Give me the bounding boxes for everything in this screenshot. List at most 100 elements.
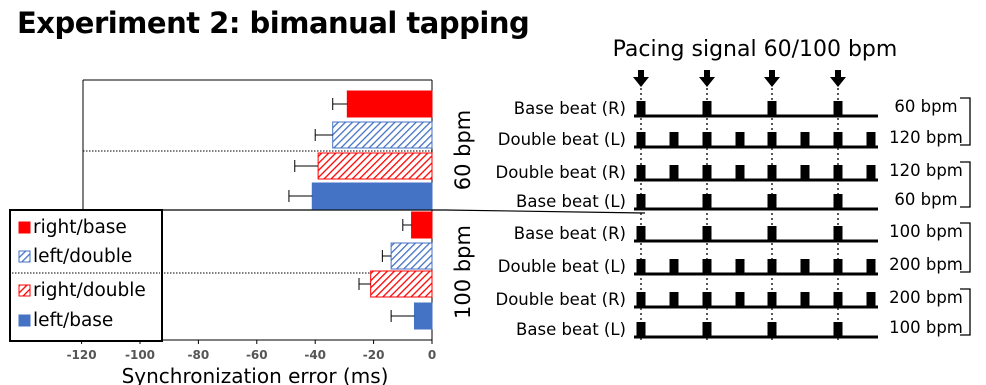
pacing-arrow-shaft	[704, 70, 710, 77]
beat-pulse	[636, 101, 646, 116]
row-rate: 60 bpm	[894, 190, 957, 209]
pacing-arrow-shaft	[835, 70, 841, 77]
beat-pulse	[767, 226, 777, 241]
bar	[411, 211, 433, 239]
beat-pulse	[833, 292, 843, 307]
row-label: Double beat (R)	[495, 163, 626, 182]
beat-pulse	[767, 259, 777, 274]
pacing-arrow-head	[830, 77, 846, 87]
beat-pulse	[767, 292, 777, 307]
beat-pulse	[636, 132, 646, 147]
beat-pulse	[702, 259, 712, 274]
beat-pulse	[636, 259, 646, 274]
beat-pulse	[636, 292, 646, 307]
beat-pulse	[767, 322, 777, 337]
beat-pulse	[866, 259, 876, 274]
bar-chart: 60 bpm 100 bpm -120 -100 -80 -60 -40 -20 0 Synchr…	[9, 79, 646, 385]
row-label: Double beat (R)	[495, 290, 626, 309]
beat-pulse	[767, 101, 777, 116]
beat-pulse	[702, 101, 712, 116]
pacing-arrow-shaft	[638, 70, 644, 77]
row-rate: 120 bpm	[889, 128, 963, 147]
row-rate: 60 bpm	[894, 97, 957, 116]
beat-pulse	[866, 292, 876, 307]
x-axis-label: Synchronization error (ms)	[122, 364, 389, 385]
beat-pulse	[702, 322, 712, 337]
row-label: Base beat (L)	[516, 192, 626, 211]
legend-swatch	[18, 314, 31, 327]
bar	[317, 152, 433, 180]
legend-swatch	[18, 250, 31, 263]
bar	[413, 302, 433, 330]
bar	[346, 90, 433, 118]
row-label: Double beat (L)	[498, 130, 626, 149]
row-rate: 100 bpm	[889, 318, 963, 337]
pacing-arrow-head	[764, 77, 780, 87]
x-tick-label: -60	[246, 348, 268, 362]
beat-pulse	[833, 259, 843, 274]
beat-pulse	[833, 226, 843, 241]
row-rate: 100 bpm	[889, 222, 963, 241]
beat-pulse	[702, 165, 712, 180]
beat-pulse	[800, 292, 810, 307]
beat-pulse	[636, 226, 646, 241]
beat-pulse	[702, 226, 712, 241]
row-rate: 120 bpm	[889, 161, 963, 180]
x-tick-label: 0	[428, 348, 436, 362]
beat-pulse	[767, 194, 777, 209]
beat-pulse	[669, 259, 679, 274]
rate-bracket	[960, 161, 971, 208]
x-tick-label: -120	[67, 348, 97, 362]
rate-bracket	[960, 97, 971, 146]
x-tick-label: -20	[363, 348, 385, 362]
rate-bracket	[960, 288, 971, 336]
beat-pulse	[636, 165, 646, 180]
legend-label: right/base	[33, 217, 127, 238]
beat-pulse	[735, 259, 745, 274]
beat-pulse	[636, 194, 646, 209]
bar	[332, 121, 433, 149]
x-tick-label: -80	[188, 348, 210, 362]
beat-pulse	[735, 292, 745, 307]
pacing-arrow-head	[699, 77, 715, 87]
rate-bracket	[960, 222, 971, 273]
beat-pulse	[833, 101, 843, 116]
beat-pulse	[669, 292, 679, 307]
row-rate: 200 bpm	[889, 255, 963, 274]
beat-pulse	[833, 165, 843, 180]
row-rate: 200 bpm	[889, 288, 963, 307]
legend-box	[9, 209, 163, 342]
beat-pulse	[800, 132, 810, 147]
beat-pulse	[702, 132, 712, 147]
beat-pulse	[833, 322, 843, 337]
beat-pulse	[702, 292, 712, 307]
beat-pulse	[702, 194, 712, 209]
row-label: Base beat (R)	[514, 99, 626, 118]
diagram-title: Pacing signal 60/100 bpm	[613, 37, 898, 62]
legend-label: left/double	[33, 246, 132, 267]
beat-pulse	[669, 165, 679, 180]
legend-swatch	[18, 284, 31, 297]
bar	[311, 182, 433, 210]
beat-pulse	[767, 165, 777, 180]
x-tick-label: -100	[125, 348, 155, 362]
beat-pulse	[800, 259, 810, 274]
bar	[390, 242, 433, 270]
row-label: Double beat (L)	[498, 257, 626, 276]
beat-pulse	[833, 132, 843, 147]
bar	[370, 270, 433, 298]
x-tick-label: -40	[304, 348, 326, 362]
group-label: 60 bpm	[451, 110, 475, 191]
legend-swatch	[18, 221, 31, 234]
panel-divider-connector	[444, 209, 646, 214]
pacing-arrow-shaft	[769, 70, 775, 77]
beat-pulse	[735, 132, 745, 147]
row-label: Base beat (R)	[514, 224, 626, 243]
beat-pulse	[866, 165, 876, 180]
figure-title: Experiment 2: bimanual tapping	[17, 6, 530, 40]
beat-pulse	[800, 165, 810, 180]
pacing-arrow-head	[633, 77, 649, 87]
group-label: 100 bpm	[451, 225, 475, 319]
